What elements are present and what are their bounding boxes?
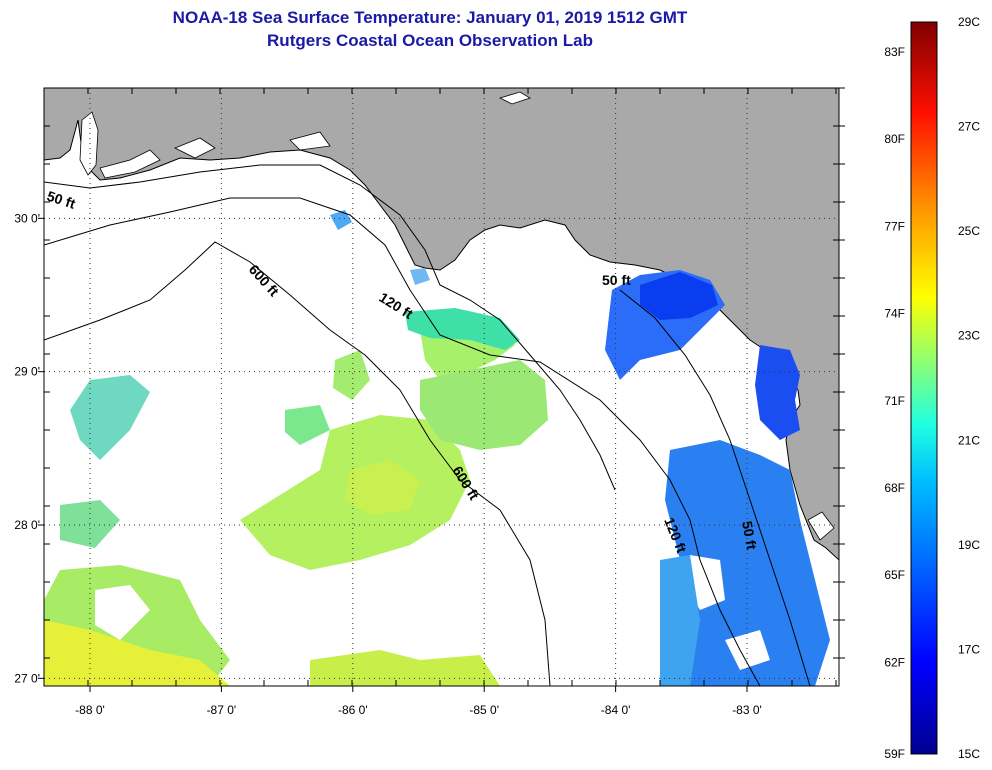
map-subtitle: Rutgers Coastal Ocean Observation Lab: [267, 31, 593, 50]
colorbar-celsius-label: 15C: [958, 747, 980, 761]
colorbar-fahrenheit-label: 62F: [884, 655, 905, 669]
lat-tick-label: 28 0': [14, 518, 40, 532]
map-title: NOAA-18 Sea Surface Temperature: January…: [172, 8, 688, 27]
colorbar-fahrenheit-label: 68F: [884, 481, 905, 495]
colorbar-fahrenheit-label: 59F: [884, 747, 905, 761]
colorbar-celsius-label: 17C: [958, 642, 980, 656]
colorbar-fahrenheit-label: 65F: [884, 568, 905, 582]
lon-tick-label: -83 0': [732, 703, 762, 717]
axis-ticks: -88 0' -87 0' -86 0' -85 0' -84 0' -83 0' 30 0…: [14, 87, 845, 717]
contour-50ft-east-line: [619, 289, 811, 686]
lat-tick-label: 30 0': [14, 211, 40, 225]
colorbar-fahrenheit-label: 80F: [884, 132, 905, 146]
colorbar: [910, 21, 938, 755]
colorbar-fahrenheit-label: 71F: [884, 394, 905, 408]
contour-label: 50 ft: [739, 520, 760, 551]
colorbar-celsius-label: 27C: [958, 120, 980, 134]
colorbar-celsius-label: 19C: [958, 538, 980, 552]
colorbar-celsius-label: 23C: [958, 329, 980, 343]
contour-600ft-line: [44, 241, 551, 686]
colorbar-labels: 29C 27C 25C 23C 21C 19C 17C 15C 83F 80F 77F 74F 71F 6…: [884, 15, 980, 761]
map-frame: [43, 87, 840, 687]
lon-tick-label: -84 0': [601, 703, 631, 717]
lon-tick-label: -85 0': [469, 703, 499, 717]
colorbar-celsius-label: 25C: [958, 224, 980, 238]
lat-tick-label: 29 0': [14, 365, 40, 379]
colorbar-celsius-label: 21C: [958, 433, 980, 447]
contour-120ft-line: [44, 197, 761, 686]
contour-50ft-line: [44, 164, 616, 491]
lon-tick-label: -88 0': [75, 703, 105, 717]
colorbar-fahrenheit-label: 77F: [884, 219, 905, 233]
lon-tick-label: -86 0': [338, 703, 368, 717]
colorbar-fahrenheit-label: 83F: [884, 45, 905, 59]
colorbar-celsius-label: 29C: [958, 15, 980, 29]
sst-patches: [44, 210, 830, 686]
lon-tick-label: -87 0': [207, 703, 237, 717]
contour-label: 50 ft: [602, 272, 631, 288]
lat-tick-label: 27 0': [14, 671, 40, 685]
colorbar-fahrenheit-label: 74F: [884, 307, 905, 321]
